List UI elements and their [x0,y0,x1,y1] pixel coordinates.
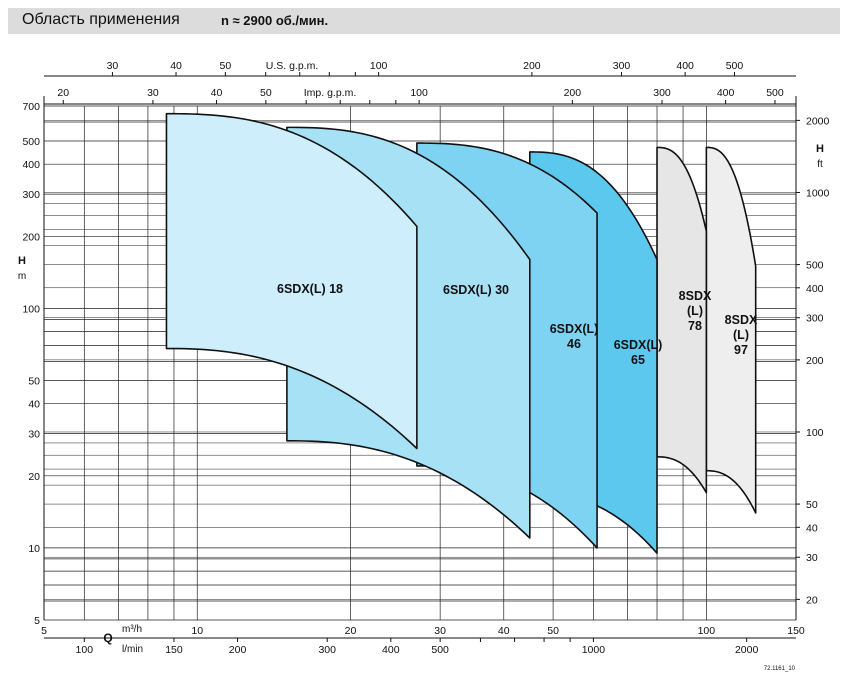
usgpm-tick-label: 100 [370,60,388,72]
usgpm-axis-label: U.S. g.p.m. [266,60,319,72]
x-tick-label-lmin: 100 [76,644,94,656]
x-tick-label-m3h: 40 [498,625,510,637]
y-tick-label-ft: 30 [806,552,818,564]
y-tick-label-m: 300 [22,189,40,201]
y-axis-unit-left: m [18,271,26,282]
impgpm-tick-label: 40 [211,87,223,99]
chart-areas [165,112,757,555]
impgpm-tick-label: 200 [564,87,582,99]
x-axis-unit-m3h: m³/h [122,624,142,635]
y-tick-label-ft: 400 [806,283,824,295]
y-tick-label-ft: 1000 [806,187,830,199]
area-series-6 [705,146,757,514]
x-tick-label-lmin: 200 [229,644,247,656]
impgpm-tick-label: 300 [653,87,671,99]
x-tick-label-lmin: 1000 [582,644,606,656]
impgpm-tick-label: 500 [766,87,784,99]
x-tick-label-lmin: 150 [165,644,183,656]
y-tick-label-m: 100 [22,303,40,315]
series-label-6: 8SDX [725,313,758,327]
x-tick-label-m3h: 100 [698,625,716,637]
series-label-4: 65 [631,353,645,367]
y-tick-label-m: 5 [34,615,40,627]
x-tick-label-m3h: 150 [787,625,805,637]
impgpm-tick-label: 50 [260,87,272,99]
series-label-5: 8SDX [679,289,712,303]
x-tick-label-lmin: 500 [431,644,449,656]
y-tick-label-ft: 300 [806,313,824,325]
y-tick-label-ft: 500 [806,260,824,272]
x-tick-label-m3h: 10 [191,625,203,637]
y-tick-label-m: 20 [28,471,40,483]
y-axis-label-left: H [18,255,26,267]
series-label-3: 46 [567,337,581,351]
impgpm-tick-label: 100 [410,87,428,99]
x-tick-label-lmin: 2000 [735,644,759,656]
usgpm-tick-label: 500 [726,60,744,72]
x-tick-label-lmin: 400 [382,644,400,656]
x-tick-label-m3h: 20 [345,625,357,637]
x-tick-label-m3h: 50 [547,625,559,637]
series-label-6: (L) [733,328,749,342]
series-label-1: 6SDX(L) 18 [277,282,343,296]
impgpm-tick-label: 400 [717,87,735,99]
usgpm-tick-label: 400 [676,60,694,72]
y-tick-label-ft: 40 [806,522,818,534]
chart-title: Область применения [22,11,180,28]
y-tick-label-m: 400 [22,159,40,171]
series-label-6: 97 [734,343,748,357]
usgpm-tick-label: 300 [613,60,631,72]
series-label-5: 78 [688,319,702,333]
impgpm-tick-label: 30 [147,87,159,99]
x-tick-label-lmin: 300 [318,644,336,656]
series-label-3: 6SDX(L) [550,322,599,336]
y-tick-label-ft: 200 [806,355,824,367]
chart-header: Область применения n ≈ 2900 об./мин. [8,8,840,34]
series-label-2: 6SDX(L) 30 [443,283,509,297]
y-tick-label-m: 40 [28,399,40,411]
usgpm-tick-label: 40 [170,60,182,72]
x-tick-label-m3h: 5 [41,625,47,637]
y-tick-label-m: 500 [22,136,40,148]
y-axis-label-right: H [816,143,824,155]
footnote: 72.1161_10 [764,666,796,672]
chart-axes: 30 40 50 100 200 300 400 500 U.S. g.p.m. 20 30 40 50… [18,60,830,672]
y-tick-label-ft: 100 [806,427,824,439]
y-tick-label-ft: 50 [806,499,818,511]
series-label-4: 6SDX(L) [614,338,663,352]
y-tick-label-m: 10 [28,543,40,555]
y-tick-label-m: 30 [28,429,40,441]
chart-speed: n ≈ 2900 об./мин. [221,13,329,28]
x-axis-label: Q [103,631,112,645]
y-tick-label-m: 200 [22,231,40,243]
x-axis-unit-lmin: l/min [122,644,143,655]
y-tick-label-m: 50 [28,375,40,387]
y-tick-label-ft: 2000 [806,115,830,127]
usgpm-tick-label: 200 [523,60,541,72]
y-tick-label-m: 700 [22,101,40,113]
usgpm-tick-label: 50 [220,60,232,72]
area-series-1 [165,112,418,450]
impgpm-tick-label: 20 [57,87,69,99]
y-axis-unit-right: ft [817,159,823,170]
impgpm-axis-label: Imp. g.p.m. [304,87,357,99]
area-series-5 [656,146,708,494]
y-tick-label-ft: 20 [806,594,818,606]
series-label-5: (L) [687,304,703,318]
usgpm-tick-label: 30 [107,60,119,72]
x-tick-label-m3h: 30 [434,625,446,637]
